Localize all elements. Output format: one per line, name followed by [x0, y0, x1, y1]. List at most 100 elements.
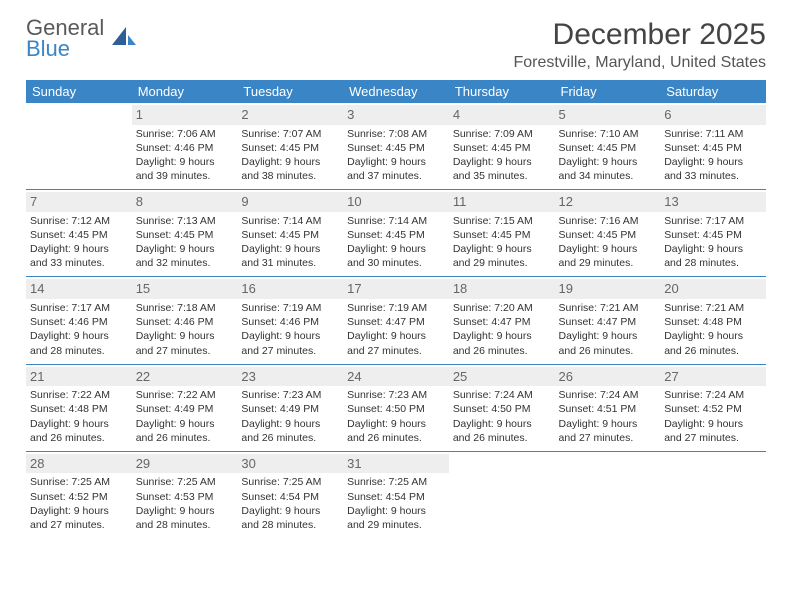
sunset-text: Sunset: 4:47 PM — [453, 315, 551, 329]
calendar-cell: 15Sunrise: 7:18 AMSunset: 4:46 PMDayligh… — [132, 277, 238, 364]
day1-text: Daylight: 9 hours — [241, 329, 339, 343]
sunrise-text: Sunrise: 7:10 AM — [559, 127, 657, 141]
sunrise-text: Sunrise: 7:19 AM — [241, 301, 339, 315]
day1-text: Daylight: 9 hours — [241, 504, 339, 518]
sunrise-text: Sunrise: 7:06 AM — [136, 127, 234, 141]
day1-text: Daylight: 9 hours — [30, 242, 128, 256]
day-number: 15 — [132, 279, 238, 299]
calendar-cell — [449, 451, 555, 538]
day1-text: Daylight: 9 hours — [664, 155, 762, 169]
day1-text: Daylight: 9 hours — [136, 504, 234, 518]
sunset-text: Sunset: 4:45 PM — [559, 228, 657, 242]
calendar-cell: 1Sunrise: 7:06 AMSunset: 4:46 PMDaylight… — [132, 103, 238, 190]
sunrise-text: Sunrise: 7:14 AM — [347, 214, 445, 228]
day-number: 26 — [555, 367, 661, 387]
sunrise-text: Sunrise: 7:23 AM — [347, 388, 445, 402]
weekday-header: Wednesday — [343, 80, 449, 103]
day-number: 19 — [555, 279, 661, 299]
day2-text: and 27 minutes. — [664, 431, 762, 445]
day2-text: and 26 minutes. — [664, 344, 762, 358]
day2-text: and 39 minutes. — [136, 169, 234, 183]
calendar-cell: 30Sunrise: 7:25 AMSunset: 4:54 PMDayligh… — [237, 451, 343, 538]
sunrise-text: Sunrise: 7:24 AM — [453, 388, 551, 402]
day2-text: and 26 minutes. — [136, 431, 234, 445]
sunrise-text: Sunrise: 7:07 AM — [241, 127, 339, 141]
day-number: 2 — [237, 105, 343, 125]
day2-text: and 26 minutes. — [559, 344, 657, 358]
day-number: 6 — [660, 105, 766, 125]
day1-text: Daylight: 9 hours — [136, 155, 234, 169]
day1-text: Daylight: 9 hours — [664, 242, 762, 256]
calendar-row: 21Sunrise: 7:22 AMSunset: 4:48 PMDayligh… — [26, 364, 766, 451]
day-number: 23 — [237, 367, 343, 387]
sunrise-text: Sunrise: 7:21 AM — [664, 301, 762, 315]
day1-text: Daylight: 9 hours — [241, 155, 339, 169]
calendar-cell: 4Sunrise: 7:09 AMSunset: 4:45 PMDaylight… — [449, 103, 555, 190]
day-number: 14 — [26, 279, 132, 299]
weekday-row: SundayMondayTuesdayWednesdayThursdayFrid… — [26, 80, 766, 103]
day1-text: Daylight: 9 hours — [347, 242, 445, 256]
day-number: 31 — [343, 454, 449, 474]
day1-text: Daylight: 9 hours — [453, 155, 551, 169]
sunrise-text: Sunrise: 7:25 AM — [347, 475, 445, 489]
day-number: 28 — [26, 454, 132, 474]
sail-icon — [108, 21, 138, 56]
day-number: 13 — [660, 192, 766, 212]
sunset-text: Sunset: 4:54 PM — [241, 490, 339, 504]
day1-text: Daylight: 9 hours — [453, 329, 551, 343]
calendar-cell: 23Sunrise: 7:23 AMSunset: 4:49 PMDayligh… — [237, 364, 343, 451]
sunrise-text: Sunrise: 7:15 AM — [453, 214, 551, 228]
calendar-table: SundayMondayTuesdayWednesdayThursdayFrid… — [26, 80, 766, 538]
day2-text: and 26 minutes. — [347, 431, 445, 445]
day1-text: Daylight: 9 hours — [136, 242, 234, 256]
sunset-text: Sunset: 4:45 PM — [136, 228, 234, 242]
calendar-cell: 11Sunrise: 7:15 AMSunset: 4:45 PMDayligh… — [449, 190, 555, 277]
logo-text: General Blue — [26, 18, 104, 60]
sunset-text: Sunset: 4:48 PM — [30, 402, 128, 416]
sunset-text: Sunset: 4:50 PM — [453, 402, 551, 416]
calendar-cell: 20Sunrise: 7:21 AMSunset: 4:48 PMDayligh… — [660, 277, 766, 364]
weekday-header: Saturday — [660, 80, 766, 103]
day1-text: Daylight: 9 hours — [136, 329, 234, 343]
calendar-cell: 31Sunrise: 7:25 AMSunset: 4:54 PMDayligh… — [343, 451, 449, 538]
day2-text: and 27 minutes. — [30, 518, 128, 532]
sunset-text: Sunset: 4:49 PM — [136, 402, 234, 416]
day1-text: Daylight: 9 hours — [347, 417, 445, 431]
day1-text: Daylight: 9 hours — [559, 242, 657, 256]
calendar-cell: 29Sunrise: 7:25 AMSunset: 4:53 PMDayligh… — [132, 451, 238, 538]
sunset-text: Sunset: 4:48 PM — [664, 315, 762, 329]
calendar-cell: 2 Sunrise: 7:07 AMSunset: 4:45 PMDaylight… — [237, 103, 343, 190]
day1-text: Daylight: 9 hours — [30, 417, 128, 431]
calendar-cell: 21Sunrise: 7:22 AMSunset: 4:48 PMDayligh… — [26, 364, 132, 451]
day-number: 12 — [555, 192, 661, 212]
day1-text: Daylight: 9 hours — [453, 417, 551, 431]
sunset-text: Sunset: 4:53 PM — [136, 490, 234, 504]
header: General Blue December 2025 Forestville, … — [26, 18, 766, 72]
day2-text: and 31 minutes. — [241, 256, 339, 270]
calendar-cell: 6Sunrise: 7:11 AMSunset: 4:45 PMDaylight… — [660, 103, 766, 190]
day1-text: Daylight: 9 hours — [241, 417, 339, 431]
day2-text: and 35 minutes. — [453, 169, 551, 183]
sunset-text: Sunset: 4:46 PM — [241, 315, 339, 329]
calendar-cell: 25Sunrise: 7:24 AMSunset: 4:50 PMDayligh… — [449, 364, 555, 451]
day-number: 8 — [132, 192, 238, 212]
day-number: 16 — [237, 279, 343, 299]
calendar-cell: 18Sunrise: 7:20 AMSunset: 4:47 PMDayligh… — [449, 277, 555, 364]
calendar-cell: 14Sunrise: 7:17 AMSunset: 4:46 PMDayligh… — [26, 277, 132, 364]
sunset-text: Sunset: 4:46 PM — [30, 315, 128, 329]
sunset-text: Sunset: 4:45 PM — [664, 141, 762, 155]
day-number: 5 — [555, 105, 661, 125]
weekday-header: Sunday — [26, 80, 132, 103]
sunset-text: Sunset: 4:45 PM — [241, 141, 339, 155]
day2-text: and 26 minutes. — [30, 431, 128, 445]
day1-text: Daylight: 9 hours — [347, 329, 445, 343]
day2-text: and 33 minutes. — [664, 169, 762, 183]
day1-text: Daylight: 9 hours — [241, 242, 339, 256]
sunrise-text: Sunrise: 7:13 AM — [136, 214, 234, 228]
sunrise-text: Sunrise: 7:22 AM — [136, 388, 234, 402]
day1-text: Daylight: 9 hours — [30, 329, 128, 343]
day-number: 10 — [343, 192, 449, 212]
day2-text: and 38 minutes. — [241, 169, 339, 183]
sunrise-text: Sunrise: 7:25 AM — [136, 475, 234, 489]
calendar-row: 7Sunrise: 7:12 AMSunset: 4:45 PMDaylight… — [26, 190, 766, 277]
